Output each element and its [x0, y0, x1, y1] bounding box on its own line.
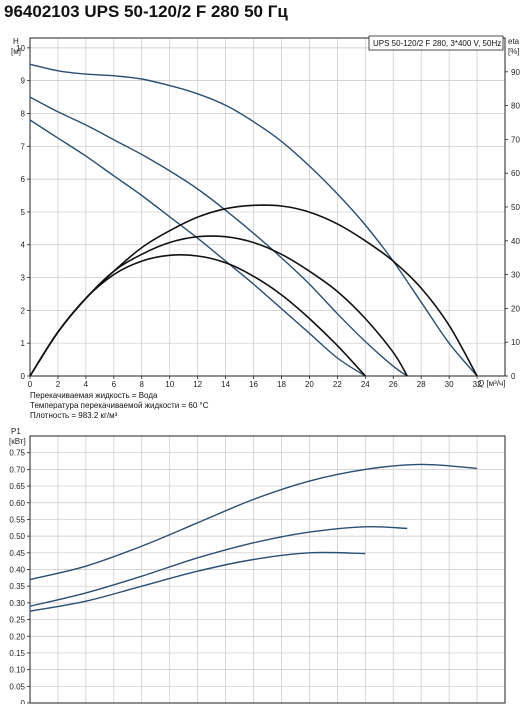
y2-tick-label-eta: 80	[511, 102, 520, 111]
y2-tick-label-eta: 90	[511, 68, 520, 77]
legend-box-text: UPS 50-120/2 F 280, 3*400 V, 50Hz	[373, 39, 501, 48]
x-tick-label: 28	[417, 380, 426, 389]
y2-tick-label-eta: 60	[511, 169, 520, 178]
p1-series	[29, 463, 478, 612]
x-tick-label: 18	[277, 380, 286, 389]
y2-tick-label-eta: 0	[511, 372, 516, 381]
y-tick-label-p1: 0.20	[9, 632, 25, 641]
y-tick-label-p1: 0.50	[9, 532, 25, 541]
legend-box: UPS 50-120/2 F 280, 3*400 V, 50Hz	[368, 35, 504, 51]
y-tick-label-h: 9	[21, 77, 26, 86]
eta-curve-2	[29, 235, 408, 377]
x-tick-label: 0	[28, 380, 33, 389]
p1-tick-labels: 0 0.05 0.10 0.15 0.20 0.25 0.30 0.35 0.40 0.45 0.5…	[9, 449, 25, 704]
y-tick-label-p1: 0.55	[9, 515, 25, 524]
y2-tick-label-eta: 10	[511, 338, 520, 347]
y2-axis-label-eta: eta	[508, 37, 520, 46]
y-axis-unit-h: [м]	[11, 47, 21, 56]
x-tick-label: 14	[221, 380, 230, 389]
y-tick-label-p1: 0	[21, 699, 26, 704]
y2-tick-label-eta: 70	[511, 135, 520, 144]
y-axis-label-p1: P1	[11, 427, 21, 436]
x-tick-label: 6	[112, 380, 117, 389]
y-tick-label-p1: 0.05	[9, 682, 25, 691]
y-axis-label-h: H	[13, 37, 19, 46]
y2-tick-label-eta: 20	[511, 304, 520, 313]
y2-tick-label-eta: 30	[511, 271, 520, 280]
p1-chart: 0 0.05 0.10 0.15 0.20 0.25 0.30 0.35 0.40 0.45 0.5…	[9, 427, 506, 704]
y-tick-label-p1: 0.45	[9, 549, 25, 558]
y-tick-label-h: 6	[21, 175, 26, 184]
power-curve-1	[29, 463, 478, 581]
y-tick-label-h: 8	[21, 109, 26, 118]
power-curve-2	[29, 525, 408, 607]
y-tick-label-h: 0	[21, 372, 26, 381]
x-tick-label: 22	[333, 380, 342, 389]
y-axis-unit-p1: [кВт]	[9, 437, 26, 446]
qh-tick-labels: 0 2 4 6 8 10 12 14 16 18 20 22 24 26 28 30 3201234567891…	[16, 44, 520, 389]
y-tick-label-p1: 0.40	[9, 566, 25, 575]
qh-chart: 0 2 4 6 8 10 12 14 16 18 20 22 24 26 28 30 3201234567891…	[11, 35, 520, 389]
x-tick-label: 8	[140, 380, 145, 389]
condition-temperature: Температура перекачиваемой жидкости = 60…	[30, 401, 209, 410]
condition-density: Плотность = 983.2 кг/м³	[30, 411, 118, 420]
y-tick-label-p1: 0.35	[9, 582, 25, 591]
y-tick-label-p1: 0.10	[9, 666, 25, 675]
y-tick-label-h: 10	[16, 44, 25, 53]
head-curve-3	[29, 119, 366, 377]
x-tick-label: 32	[473, 380, 482, 389]
qh-series	[29, 63, 478, 377]
y-tick-label-p1: 0.60	[9, 499, 25, 508]
x-tick-label: 30	[445, 380, 454, 389]
y-tick-label-h: 4	[21, 241, 26, 250]
fluid-conditions: Перекачиваемая жидкость = Вода Температу…	[30, 391, 209, 420]
y-tick-label-p1: 0.70	[9, 465, 25, 474]
y-tick-label-h: 7	[21, 142, 26, 151]
x-tick-label: 20	[305, 380, 314, 389]
y-tick-label-p1: 0.25	[9, 616, 25, 625]
head-curve-2	[29, 96, 408, 377]
y-tick-label-p1: 0.15	[9, 649, 25, 658]
qh-plot-frame	[29, 37, 506, 377]
eta-curve-3	[29, 254, 366, 377]
x-tick-label: 2	[56, 380, 61, 389]
y-tick-label-h: 5	[21, 208, 26, 217]
x-tick-label: 10	[165, 380, 174, 389]
y2-tick-label-eta: 40	[511, 237, 520, 246]
x-tick-label: 12	[193, 380, 202, 389]
y-tick-label-h: 3	[21, 274, 26, 283]
head-curve-1	[29, 63, 478, 377]
page-title: 96402103 UPS 50-120/2 F 280 50 Гц	[4, 2, 288, 21]
condition-fluid: Перекачиваемая жидкость = Вода	[30, 391, 158, 400]
y-tick-label-p1: 0.30	[9, 599, 25, 608]
y2-axis-unit-eta: [%]	[508, 47, 520, 56]
power-curve-3	[29, 551, 366, 612]
x-tick-label: 24	[361, 380, 370, 389]
y-tick-label-h: 2	[21, 306, 26, 315]
x-axis-label-q: Q [м³/ч]	[478, 379, 505, 388]
p1-grid	[27, 436, 505, 704]
y-tick-label-h: 1	[21, 339, 26, 348]
x-tick-label: 26	[389, 380, 398, 389]
y-tick-label-p1: 0.75	[9, 449, 25, 458]
x-tick-label: 16	[249, 380, 258, 389]
qh-grid	[27, 38, 508, 379]
p1-plot-frame	[29, 435, 506, 704]
x-tick-label: 4	[84, 380, 89, 389]
y2-tick-label-eta: 50	[511, 203, 520, 212]
y-tick-label-p1: 0.65	[9, 482, 25, 491]
